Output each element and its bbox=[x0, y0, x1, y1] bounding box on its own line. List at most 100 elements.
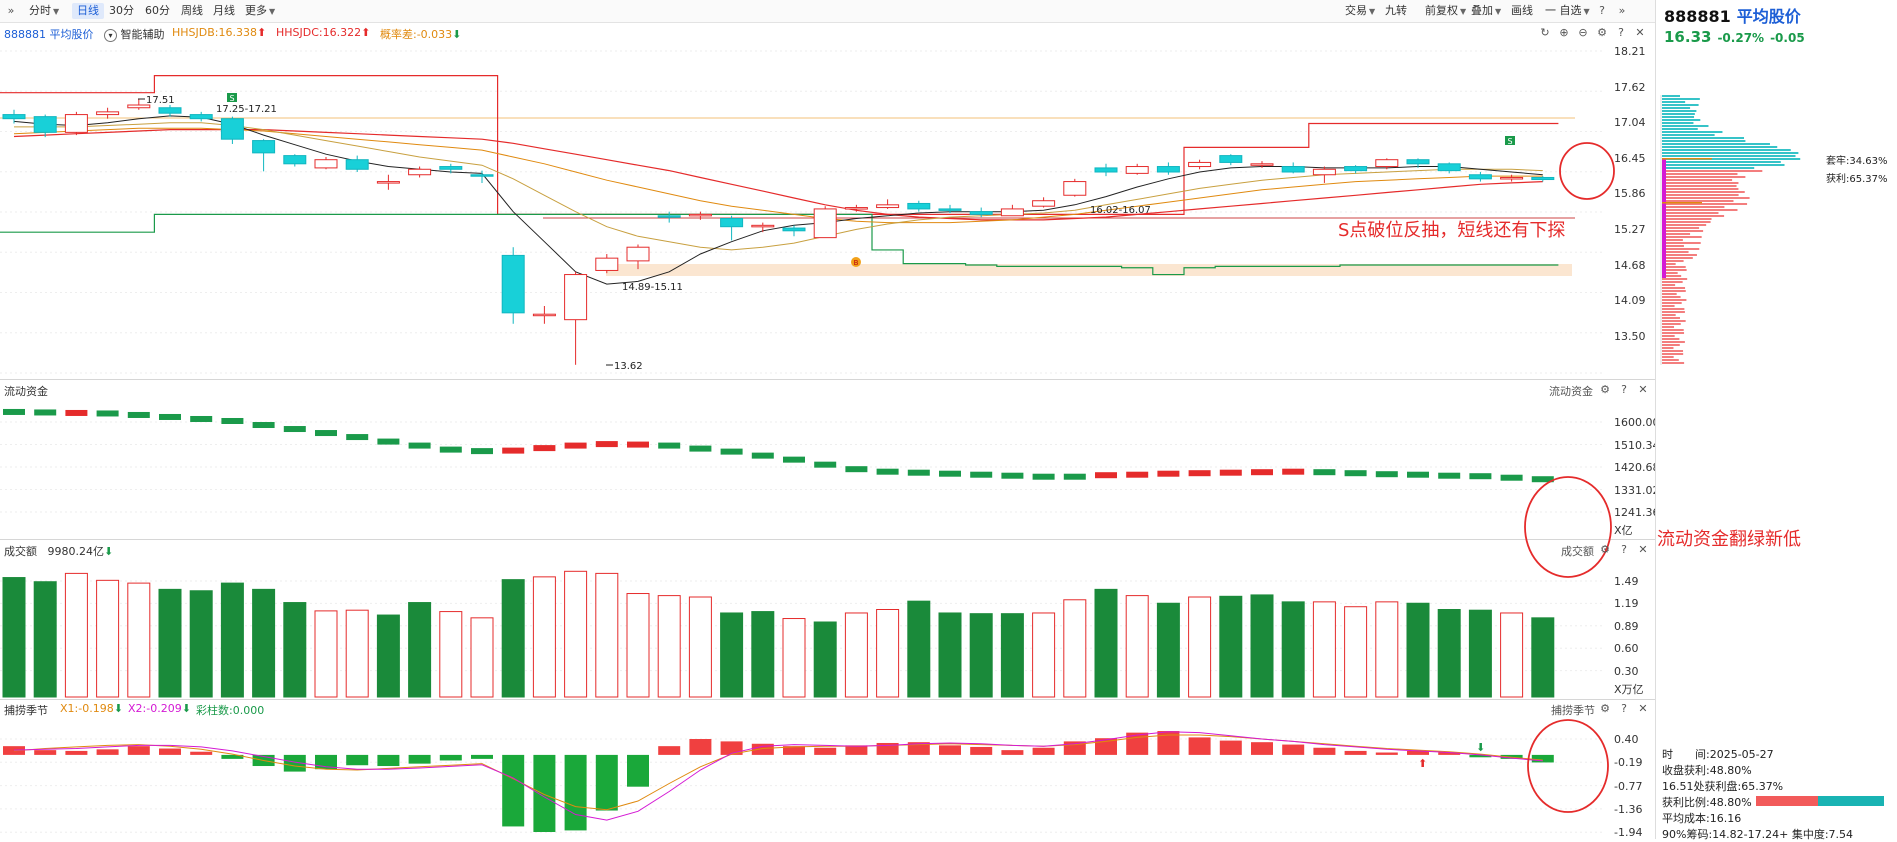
profit-bar-cyan bbox=[1818, 796, 1884, 806]
candle bbox=[1437, 162, 1461, 174]
expand-icon[interactable]: » bbox=[7, 4, 15, 17]
settings-icon[interactable]: ⚙ bbox=[1597, 26, 1607, 39]
candle bbox=[408, 166, 432, 178]
caret-down-icon: ▼ bbox=[1583, 7, 1590, 16]
chip-bar bbox=[1662, 218, 1712, 220]
chip-bar bbox=[1662, 182, 1739, 184]
help-icon[interactable]: ? bbox=[1599, 4, 1605, 17]
flow-bar bbox=[1282, 468, 1305, 475]
close-icon[interactable]: ✕ bbox=[1635, 26, 1645, 39]
flow-bar bbox=[96, 410, 119, 417]
toolbar-button[interactable]: 九转 bbox=[1385, 4, 1407, 17]
chip-bar bbox=[1662, 233, 1691, 235]
panel-divider[interactable] bbox=[0, 539, 1655, 540]
close-icon[interactable]: ✕ bbox=[1638, 383, 1648, 396]
period-tab[interactable]: 60分 bbox=[145, 4, 170, 17]
volume-bars bbox=[2, 570, 1555, 698]
flow-bar bbox=[1001, 472, 1024, 479]
flow-bars bbox=[3, 408, 1554, 483]
range3-label: 16.02-16.07 bbox=[1090, 205, 1151, 216]
flow-bar bbox=[564, 442, 587, 449]
help-icon[interactable]: ? bbox=[1621, 702, 1627, 715]
chip-bar bbox=[1662, 263, 1676, 265]
flow-unit: X亿 bbox=[1614, 524, 1633, 537]
flow-bar bbox=[1095, 472, 1117, 479]
candle bbox=[33, 114, 57, 138]
period-tab[interactable]: 更多 ▼ bbox=[245, 4, 276, 17]
support-zone bbox=[606, 264, 1572, 276]
chip-bar bbox=[1662, 362, 1685, 364]
chip-bar bbox=[1662, 269, 1687, 271]
zoom-in-icon[interactable]: ⊕ bbox=[1559, 26, 1569, 39]
volume-bar bbox=[876, 609, 900, 698]
axis-tick-label: -1.36 bbox=[1614, 802, 1643, 816]
help-icon[interactable]: ? bbox=[1621, 383, 1627, 396]
period-tab[interactable]: 周线 bbox=[181, 4, 203, 17]
candle bbox=[1188, 159, 1212, 170]
period-tab[interactable]: 30分 bbox=[109, 4, 134, 17]
chip-distribution bbox=[1660, 95, 1801, 365]
flow-bar bbox=[1531, 476, 1554, 483]
help-icon[interactable]: ? bbox=[1621, 543, 1627, 556]
period-tab[interactable]: 分时 ▼ bbox=[29, 4, 60, 17]
macd-bar bbox=[1251, 742, 1273, 755]
candle bbox=[938, 204, 962, 214]
close-icon[interactable]: ✕ bbox=[1638, 702, 1648, 715]
chip-bar bbox=[1662, 236, 1702, 238]
candle bbox=[96, 107, 120, 119]
volume-bar bbox=[1000, 613, 1024, 698]
candle bbox=[1406, 158, 1430, 168]
flow-bar bbox=[1313, 469, 1336, 476]
chip-bar bbox=[1662, 230, 1704, 232]
candle bbox=[907, 200, 931, 212]
chip-bar bbox=[1662, 203, 1748, 205]
toolbar-button[interactable]: 交易 ▼ bbox=[1345, 4, 1376, 17]
flow-bar bbox=[1407, 471, 1429, 478]
candle bbox=[283, 154, 307, 167]
toolbar-button[interactable]: 一 自选 ▼ bbox=[1545, 4, 1590, 17]
caret-down-icon: ▼ bbox=[1369, 7, 1376, 16]
chip-bar bbox=[1662, 119, 1701, 121]
macd-bar bbox=[876, 742, 899, 755]
period-tab[interactable]: 日线 bbox=[72, 3, 104, 19]
info-avg-cost: 平均成本:16.16 bbox=[1662, 812, 1742, 825]
quote-title: 888881 平均股价 bbox=[1664, 7, 1801, 26]
volume-bar bbox=[1094, 588, 1118, 698]
zoom-out-icon[interactable]: ⊖ bbox=[1578, 26, 1588, 39]
candle bbox=[844, 204, 868, 212]
settings-icon[interactable]: ⚙ bbox=[1600, 702, 1610, 715]
settings-icon[interactable]: ⚙ bbox=[1600, 383, 1610, 396]
settings-icon[interactable]: ⚙ bbox=[1600, 543, 1610, 556]
chip-bar bbox=[1662, 164, 1785, 166]
smart-assist-toggle[interactable]: ▾ 智能辅助 bbox=[104, 26, 165, 42]
candle bbox=[158, 105, 182, 117]
flow-bar bbox=[1375, 471, 1398, 478]
period-tab[interactable]: 月线 bbox=[213, 4, 235, 17]
refresh-icon[interactable]: ↻ bbox=[1540, 26, 1550, 39]
axis-tick-label: 1331.02 bbox=[1614, 483, 1660, 497]
collapse-right-icon[interactable]: » bbox=[1618, 4, 1626, 17]
toolbar-button[interactable]: 前复权 ▼ bbox=[1425, 4, 1467, 17]
panel-divider[interactable] bbox=[0, 379, 1655, 380]
panel-divider[interactable] bbox=[0, 699, 1655, 700]
grid bbox=[0, 50, 1605, 833]
flow-bar bbox=[751, 452, 774, 459]
toolbar-button[interactable]: 画线 bbox=[1511, 4, 1533, 17]
flow-bar bbox=[783, 456, 805, 463]
kline-chart[interactable]: 17.51 17.25-17.21 14.89-15.11 13.62 16.0… bbox=[0, 0, 1655, 839]
chip-bar bbox=[1662, 197, 1750, 199]
chip-bar bbox=[1662, 359, 1679, 361]
chip-bar bbox=[1662, 188, 1739, 190]
chip-bar bbox=[1662, 284, 1676, 286]
chip-bar bbox=[1662, 185, 1737, 187]
down-arrow-icon: ⬇ bbox=[1476, 741, 1485, 754]
toolbar-button[interactable]: 叠加 ▼ bbox=[1471, 4, 1502, 17]
volume-bar bbox=[1250, 594, 1274, 698]
chip-bar bbox=[1662, 200, 1734, 202]
macd-bar bbox=[907, 742, 930, 755]
help-icon[interactable]: ? bbox=[1618, 26, 1624, 39]
highlight-circle bbox=[1524, 476, 1612, 578]
flow-bar bbox=[471, 448, 493, 455]
volume-bar bbox=[938, 612, 962, 698]
close-icon[interactable]: ✕ bbox=[1638, 543, 1648, 556]
